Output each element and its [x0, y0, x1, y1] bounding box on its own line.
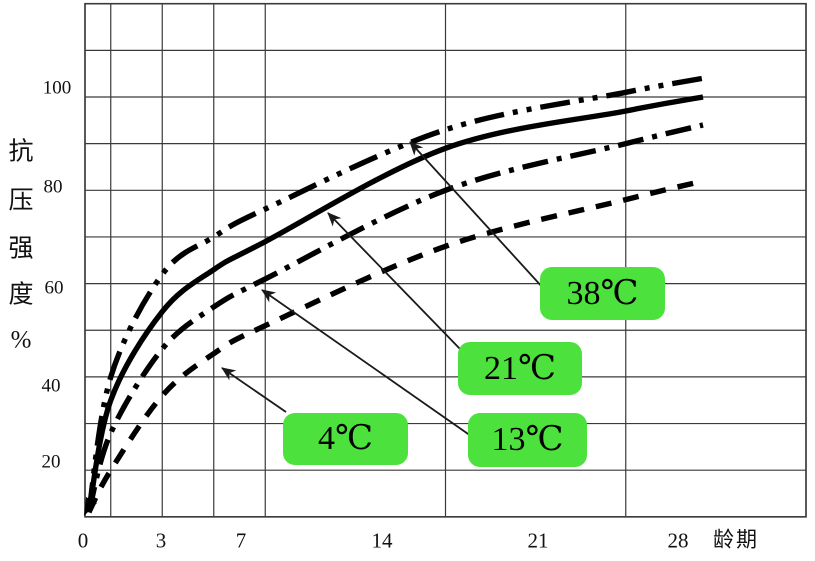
y-tick-label: 20 — [41, 451, 61, 473]
x-tick-label: 3 — [155, 528, 167, 553]
temp-label-21c: 21℃ — [458, 342, 582, 395]
y-axis-title-char: % — [10, 326, 32, 354]
y-axis-title-char: 抗 — [8, 138, 34, 166]
y-tick-label: 60 — [44, 277, 64, 299]
y-axis-title-char: 强 — [8, 235, 34, 263]
y-tick-label: 100 — [42, 77, 72, 99]
y-tick-label: 40 — [41, 375, 61, 397]
curve-4℃ — [86, 178, 704, 514]
x-tick-label: 28 — [667, 528, 689, 553]
curve-38℃ — [86, 75, 704, 513]
leader-arrow-4℃ — [221, 367, 287, 413]
y-tick-label: 80 — [43, 176, 63, 198]
temp-label-13c: 13℃ — [468, 413, 587, 467]
origin-arrowhead — [84, 497, 97, 516]
y-axis-title-char: 压 — [8, 187, 34, 215]
leader-arrow-38℃ — [409, 141, 545, 290]
plot-border — [84, 2, 807, 518]
curve-13℃ — [86, 122, 704, 513]
y-axis-title-char: 度 — [8, 281, 34, 309]
x-axis-title: 龄期 — [713, 527, 759, 552]
x-tick-label: 7 — [235, 528, 247, 553]
x-tick-label: 14 — [371, 528, 393, 553]
leader-arrow-21℃ — [327, 212, 462, 351]
curve-21℃ — [86, 94, 704, 513]
temp-label-4c: 4℃ — [283, 413, 408, 465]
x-tick-label: 21 — [527, 528, 549, 553]
leader-arrow-13℃ — [261, 289, 472, 437]
x-tick-label: 0 — [77, 528, 89, 553]
temp-label-38c: 38℃ — [540, 267, 665, 320]
